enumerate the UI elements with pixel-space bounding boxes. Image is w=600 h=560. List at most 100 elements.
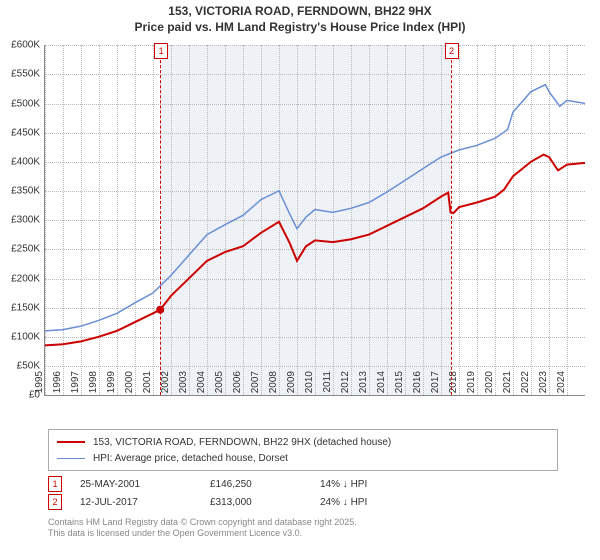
y-axis-label: £350K <box>0 186 40 197</box>
gridline-v <box>63 45 64 395</box>
gridline-v <box>171 45 172 395</box>
gridline-v <box>405 45 406 395</box>
gridline-v <box>81 45 82 395</box>
y-axis-label: £200K <box>0 273 40 284</box>
plot: 12 <box>44 45 585 396</box>
legend-row: HPI: Average price, detached house, Dors… <box>57 450 549 466</box>
sale-marker-line <box>160 45 161 395</box>
gridline-v <box>531 45 532 395</box>
x-axis-label: 2019 <box>466 371 477 399</box>
x-axis-label: 2020 <box>484 371 495 399</box>
gridline-v <box>225 45 226 395</box>
x-axis-label: 2012 <box>340 371 351 399</box>
y-axis-label: £600K <box>0 40 40 51</box>
gridline-v <box>135 45 136 395</box>
gridline-v <box>99 45 100 395</box>
sale-marker-box: 1 <box>154 43 168 59</box>
x-axis-label: 1999 <box>106 371 117 399</box>
gridline-v <box>477 45 478 395</box>
gridline-v <box>549 45 550 395</box>
legend-label: 153, VICTORIA ROAD, FERNDOWN, BH22 9HX (… <box>93 437 391 448</box>
x-axis-label: 1998 <box>88 371 99 399</box>
gridline-v <box>279 45 280 395</box>
x-axis-label: 2013 <box>358 371 369 399</box>
chart-area: 12 £0£50K£100K£150K£200K£250K£300K£350K£… <box>36 37 596 427</box>
x-axis-label: 1996 <box>52 371 63 399</box>
footnote: Contains HM Land Registry data © Crown c… <box>48 517 558 540</box>
sale-delta: 24% ↓ HPI <box>320 497 410 508</box>
gridline-v <box>423 45 424 395</box>
y-axis-label: £300K <box>0 215 40 226</box>
x-axis-label: 2005 <box>214 371 225 399</box>
x-axis-label: 2001 <box>142 371 153 399</box>
x-axis-label: 2014 <box>376 371 387 399</box>
y-axis-label: £450K <box>0 127 40 138</box>
gridline-v <box>153 45 154 395</box>
sale-delta: 14% ↓ HPI <box>320 479 410 490</box>
gridline-v <box>387 45 388 395</box>
x-axis-label: 2004 <box>196 371 207 399</box>
sale-marker-badge: 2 <box>48 494 62 510</box>
gridline-v <box>261 45 262 395</box>
x-axis-label: 2007 <box>250 371 261 399</box>
y-axis-label: £400K <box>0 156 40 167</box>
x-axis-label: 2021 <box>502 371 513 399</box>
sales-table: 1 25-MAY-2001 £146,250 14% ↓ HPI 2 12-JU… <box>48 475 558 511</box>
chart-title: 153, VICTORIA ROAD, FERNDOWN, BH22 9HX P… <box>0 0 600 37</box>
x-axis-label: 2003 <box>178 371 189 399</box>
y-axis-label: £550K <box>0 69 40 80</box>
x-axis-label: 1997 <box>70 371 81 399</box>
x-axis-label: 2015 <box>394 371 405 399</box>
x-axis-label: 2000 <box>124 371 135 399</box>
gridline-v <box>513 45 514 395</box>
sale-row: 1 25-MAY-2001 £146,250 14% ↓ HPI <box>48 475 558 493</box>
gridline-v <box>369 45 370 395</box>
x-axis-label: 2024 <box>556 371 567 399</box>
legend-row: 153, VICTORIA ROAD, FERNDOWN, BH22 9HX (… <box>57 434 549 450</box>
gridline-v <box>441 45 442 395</box>
x-axis-label: 2023 <box>538 371 549 399</box>
sale-price: £146,250 <box>210 479 320 490</box>
y-axis-label: £50K <box>0 361 40 372</box>
gridline-v <box>315 45 316 395</box>
title-line-1: 153, VICTORIA ROAD, FERNDOWN, BH22 9HX <box>0 4 600 20</box>
x-axis-label: 2022 <box>520 371 531 399</box>
sale-row: 2 12-JUL-2017 £313,000 24% ↓ HPI <box>48 493 558 511</box>
legend-label: HPI: Average price, detached house, Dors… <box>93 453 288 464</box>
legend-swatch <box>57 441 85 443</box>
gridline-v <box>45 45 46 395</box>
gridline-v <box>297 45 298 395</box>
y-axis-label: £250K <box>0 244 40 255</box>
gridline-v <box>351 45 352 395</box>
gridline-v <box>117 45 118 395</box>
y-axis-label: £150K <box>0 302 40 313</box>
gridline-v <box>567 45 568 395</box>
sale-date: 12-JUL-2017 <box>80 497 210 508</box>
sale-marker-line <box>451 45 452 395</box>
y-axis-label: £500K <box>0 98 40 109</box>
gridline-v <box>189 45 190 395</box>
sale-date: 25-MAY-2001 <box>80 479 210 490</box>
x-axis-label: 2011 <box>322 371 333 399</box>
gridline-v <box>243 45 244 395</box>
x-axis-label: 2017 <box>430 371 441 399</box>
sale-price: £313,000 <box>210 497 320 508</box>
footnote-line-1: Contains HM Land Registry data © Crown c… <box>48 517 357 527</box>
x-axis-label: 1995 <box>34 371 45 399</box>
footnote-line-2: This data is licensed under the Open Gov… <box>48 528 302 538</box>
gridline-v <box>495 45 496 395</box>
y-axis-label: £100K <box>0 331 40 342</box>
x-axis-label: 2016 <box>412 371 423 399</box>
x-axis-label: 2002 <box>160 371 171 399</box>
sale-marker-badge: 1 <box>48 476 62 492</box>
sale-marker-box: 2 <box>445 43 459 59</box>
x-axis-label: 2009 <box>286 371 297 399</box>
legend-swatch <box>57 458 85 459</box>
gridline-v <box>333 45 334 395</box>
gridline-v <box>207 45 208 395</box>
gridline-v <box>459 45 460 395</box>
x-axis-label: 2008 <box>268 371 279 399</box>
x-axis-label: 2010 <box>304 371 315 399</box>
title-line-2: Price paid vs. HM Land Registry's House … <box>0 20 600 36</box>
x-axis-label: 2006 <box>232 371 243 399</box>
